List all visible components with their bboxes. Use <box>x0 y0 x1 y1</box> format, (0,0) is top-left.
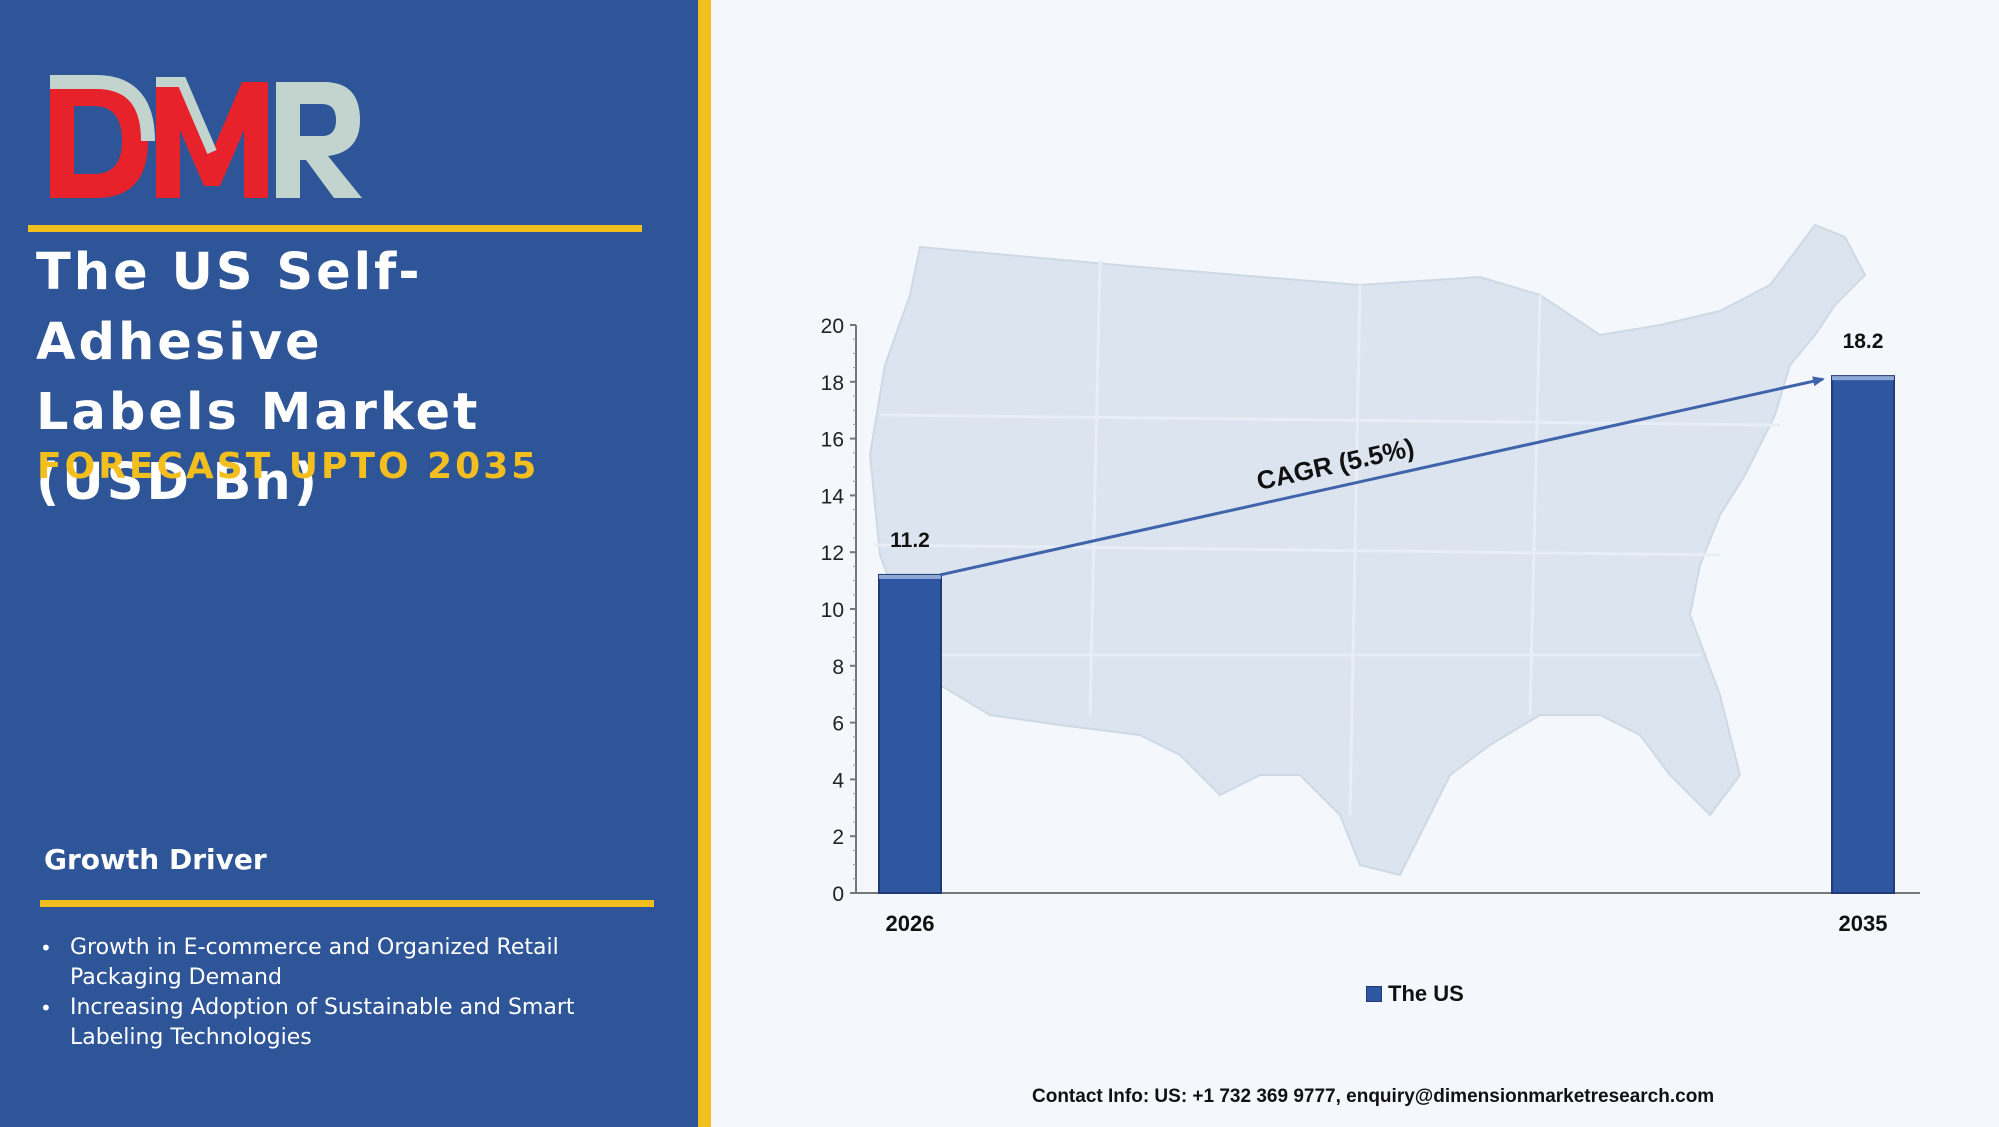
data-label: 18.2 <box>1843 330 1884 353</box>
x-tick-label: 2026 <box>886 911 935 936</box>
bar <box>1831 375 1895 895</box>
bars <box>878 375 1895 895</box>
y-tick-label: 12 <box>821 542 844 565</box>
title-line: (USD Bn) <box>36 453 321 512</box>
legend-swatch <box>1366 986 1382 1002</box>
logo-letter-d <box>50 75 155 198</box>
logo-letter-r <box>276 82 362 198</box>
y-tick-label: 20 <box>821 315 844 338</box>
forecast-subtitle: FORECAST UPTO 2035 <box>37 446 540 487</box>
y-tick-label: 8 <box>832 656 844 679</box>
us-map-background <box>868 223 1867 877</box>
x-tick-label: 2035 <box>1839 911 1888 936</box>
title-line: The US Self-Adhesive <box>36 243 423 372</box>
legend: The US <box>1366 981 1464 1007</box>
divider-bar <box>698 0 711 1127</box>
page-title: The US Self-Adhesive Labels Market (USD … <box>36 238 676 518</box>
title-line: Labels Market <box>36 383 481 442</box>
left-panel: The US Self-Adhesive Labels Market (USD … <box>0 0 698 1127</box>
dmr-logo <box>50 75 362 198</box>
growth-driver-item: Growth in E-commerce and Organized Retai… <box>40 933 640 993</box>
growth-driver-item: Increasing Adoption of Sustainable and S… <box>40 993 640 1053</box>
bar-highlight <box>1832 376 1894 381</box>
labels: 11.2 2026 18.2 2035 <box>886 330 1888 936</box>
y-tick-label: 6 <box>832 713 844 736</box>
cagr-annotation: CAGR (5.5%) <box>939 376 1825 577</box>
growth-driver-list: Growth in E-commerce and Organized Retai… <box>40 933 640 1053</box>
legend-label: The US <box>1388 981 1464 1006</box>
y-tick-label: 2 <box>832 826 844 849</box>
bar <box>878 573 942 894</box>
title-rule <box>28 225 642 232</box>
growth-driver-heading: Growth Driver <box>44 843 267 876</box>
y-axis: 0 2 4 6 8 10 12 14 16 18 20 <box>821 315 857 906</box>
cagr-arrow <box>939 376 1825 577</box>
y-tick-label: 14 <box>821 485 845 508</box>
data-label: 11.2 <box>890 529 930 552</box>
y-tick-label: 18 <box>821 372 844 395</box>
y-tick-label: 4 <box>832 769 844 792</box>
y-tick-label: 10 <box>821 599 844 622</box>
bar-highlight <box>879 574 941 579</box>
contact-info: Contact Info: US: +1 732 369 9777, enqui… <box>1032 1086 1715 1107</box>
driver-rule <box>40 900 654 907</box>
y-tick-label: 16 <box>821 429 844 452</box>
bar-chart: 0 2 4 6 8 10 12 14 16 18 20 11.2 2026 18.2 2035 CAGR … <box>821 315 1920 936</box>
logo-letter-m <box>156 77 268 198</box>
y-tick-label: 0 <box>832 883 844 906</box>
